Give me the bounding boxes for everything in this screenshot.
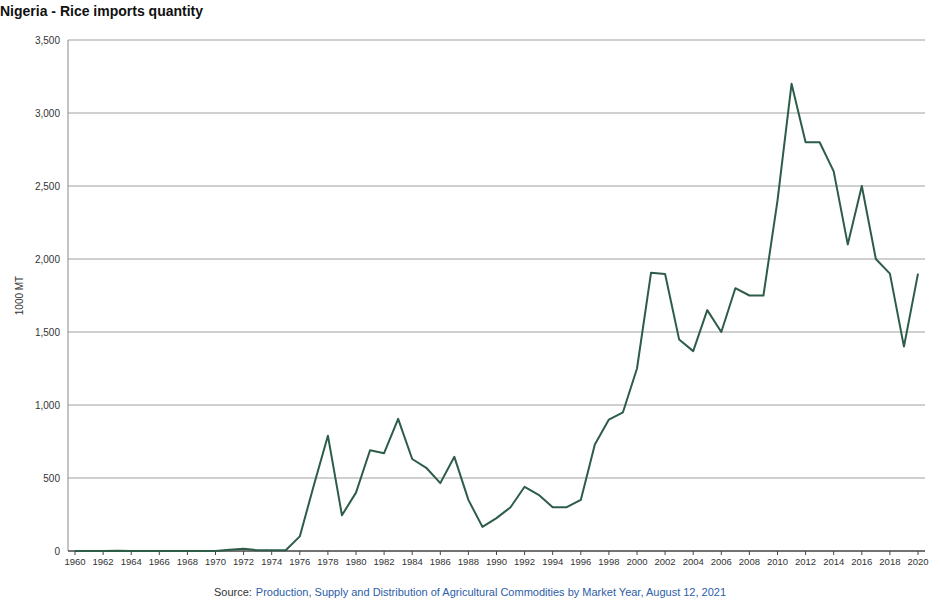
y-tick-label: 2,000 xyxy=(35,254,60,265)
y-tick-label: 3,500 xyxy=(35,35,60,46)
x-tick-label: 1986 xyxy=(430,556,451,567)
x-tick-label: 1962 xyxy=(93,556,114,567)
data-line xyxy=(75,84,918,551)
title: Nigeria - Rice imports quantity xyxy=(0,3,203,19)
x-tick-label: 2004 xyxy=(683,556,704,567)
x-tick xyxy=(496,551,497,555)
x-tick-label: 1972 xyxy=(233,556,254,567)
x-tick-label: 1990 xyxy=(486,556,507,567)
x-tick-label: 2020 xyxy=(907,556,928,567)
x-tick-label: 1994 xyxy=(542,556,563,567)
x-tick xyxy=(805,551,806,555)
x-tick-label: 2006 xyxy=(711,556,732,567)
x-tick-label: 2016 xyxy=(851,556,872,567)
x-tick xyxy=(412,551,413,555)
source: Source: Production, Supply and Distributi… xyxy=(214,586,726,598)
x-tick xyxy=(889,551,890,555)
source-label: Source: xyxy=(214,586,252,598)
x-tick xyxy=(271,551,272,555)
x-tick xyxy=(356,551,357,555)
x-tick xyxy=(861,551,862,555)
y-tick-label: 1,500 xyxy=(35,327,60,338)
x-tick-label: 1988 xyxy=(458,556,479,567)
y-tick-label: 0 xyxy=(54,546,60,557)
chart: Nigeria - Rice imports quantity 1000 MT 0 5… xyxy=(0,0,940,600)
x-tick xyxy=(918,551,919,555)
grid-line xyxy=(68,186,925,187)
x-tick-label: 1984 xyxy=(402,556,423,567)
x-tick xyxy=(243,551,244,555)
x-tick-label: 1980 xyxy=(345,556,366,567)
x-tick xyxy=(552,551,553,555)
x-tick xyxy=(777,551,778,555)
x-tick xyxy=(524,551,525,555)
grid-line xyxy=(68,259,925,260)
x-tick xyxy=(608,551,609,555)
x-tick-label: 1976 xyxy=(289,556,310,567)
y-tick-label: 3,000 xyxy=(35,108,60,119)
y-tick-label: 1,000 xyxy=(35,400,60,411)
x-tick xyxy=(384,551,385,555)
grid-line xyxy=(68,332,925,333)
x-tick-label: 1966 xyxy=(149,556,170,567)
x-tick-label: 1996 xyxy=(570,556,591,567)
x-tick-label: 1982 xyxy=(374,556,395,567)
x-tick-label: 2014 xyxy=(823,556,844,567)
x-tick-label: 1998 xyxy=(598,556,619,567)
x-tick xyxy=(327,551,328,555)
x-tick xyxy=(637,551,638,555)
x-tick-label: 1970 xyxy=(205,556,226,567)
y-tick-label: 2,500 xyxy=(35,181,60,192)
x-tick-label: 2008 xyxy=(739,556,760,567)
x-tick-label: 1968 xyxy=(177,556,198,567)
x-tick xyxy=(665,551,666,555)
grid-line xyxy=(68,478,925,479)
x-tick xyxy=(580,551,581,555)
plot-area xyxy=(75,84,918,551)
y-axis-label: 1000 MT xyxy=(14,276,25,315)
x-tick xyxy=(833,551,834,555)
x-tick-label: 1960 xyxy=(64,556,85,567)
x-tick-label: 1964 xyxy=(121,556,142,567)
x-tick-label: 2002 xyxy=(655,556,676,567)
x-tick-label: 1992 xyxy=(514,556,535,567)
x-tick xyxy=(693,551,694,555)
y-tick-label: 500 xyxy=(43,473,60,484)
x-tick-label: 1978 xyxy=(317,556,338,567)
x-tick xyxy=(749,551,750,555)
x-tick xyxy=(721,551,722,555)
grid-line xyxy=(68,40,925,41)
x-tick xyxy=(299,551,300,555)
x-tick-label: 2000 xyxy=(626,556,647,567)
grid-line xyxy=(68,405,925,406)
x-tick-label: 2010 xyxy=(767,556,788,567)
x-tick-label: 2012 xyxy=(795,556,816,567)
x-tick xyxy=(440,551,441,555)
y-axis-line xyxy=(68,40,69,551)
source-text: Production, Supply and Distribution of A… xyxy=(256,586,726,598)
x-tick xyxy=(468,551,469,555)
grid-line xyxy=(68,113,925,114)
x-tick-label: 1974 xyxy=(261,556,282,567)
x-tick-label: 2018 xyxy=(879,556,900,567)
